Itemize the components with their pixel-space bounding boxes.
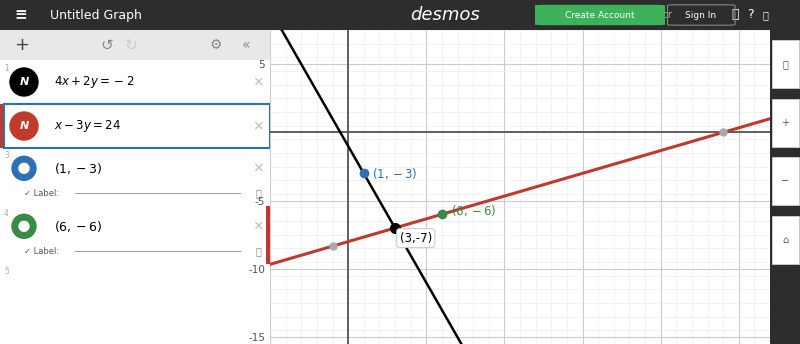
Text: −: − bbox=[781, 176, 789, 186]
Text: 5: 5 bbox=[4, 267, 9, 276]
Text: $(1,-3)$: $(1,-3)$ bbox=[54, 161, 102, 176]
Bar bbox=[0, 30, 270, 60]
Text: N: N bbox=[19, 121, 29, 131]
Text: ⎋: ⎋ bbox=[731, 9, 738, 21]
Text: ⌂: ⌂ bbox=[782, 235, 788, 245]
Text: +: + bbox=[781, 118, 789, 128]
Text: (3,-7): (3,-7) bbox=[400, 232, 432, 245]
Text: ×: × bbox=[252, 119, 264, 133]
Text: 2: 2 bbox=[7, 107, 12, 116]
Circle shape bbox=[12, 156, 36, 180]
Bar bbox=[770, 0, 800, 30]
Bar bbox=[0, 148, 270, 206]
Text: 4: 4 bbox=[4, 209, 9, 218]
Text: Untitled Graph: Untitled Graph bbox=[50, 9, 142, 21]
Bar bbox=[771, 99, 798, 147]
Bar bbox=[771, 157, 798, 205]
Bar bbox=[4, 104, 270, 148]
Text: «: « bbox=[242, 38, 250, 52]
Circle shape bbox=[19, 221, 29, 231]
Text: 1: 1 bbox=[4, 64, 9, 73]
Bar bbox=[771, 216, 798, 264]
Bar bbox=[0, 205, 270, 206]
Text: ≡: ≡ bbox=[14, 8, 26, 22]
Text: ?: ? bbox=[746, 9, 754, 21]
Text: +: + bbox=[14, 36, 29, 54]
Text: ×: × bbox=[252, 219, 264, 233]
Bar bbox=[771, 40, 798, 88]
Text: $(1,-3)$: $(1,-3)$ bbox=[371, 166, 417, 181]
Bar bbox=[0, 104, 270, 148]
Text: $(6,-6)$: $(6,-6)$ bbox=[451, 203, 497, 218]
Text: ×: × bbox=[252, 161, 264, 175]
Bar bbox=[0, 206, 270, 264]
Text: 🌐: 🌐 bbox=[762, 10, 768, 20]
Bar bbox=[266, 206, 270, 264]
Text: ✓ Label:: ✓ Label: bbox=[24, 247, 59, 256]
Text: $(6,-6)$: $(6,-6)$ bbox=[54, 219, 102, 234]
Text: desmos: desmos bbox=[410, 6, 480, 24]
Text: 3: 3 bbox=[4, 151, 9, 160]
Text: ⚙: ⚙ bbox=[210, 38, 222, 52]
FancyBboxPatch shape bbox=[535, 5, 665, 25]
Text: or: or bbox=[662, 10, 673, 20]
Text: $x - 3y = 24$: $x - 3y = 24$ bbox=[54, 118, 121, 134]
Circle shape bbox=[12, 214, 36, 238]
Text: ↺: ↺ bbox=[100, 37, 113, 53]
Bar bbox=[0, 254, 270, 344]
Text: ✓ Label:: ✓ Label: bbox=[24, 189, 59, 198]
Text: 🔧: 🔧 bbox=[255, 246, 261, 256]
Bar bbox=[0, 104, 5, 148]
Text: ×: × bbox=[252, 75, 264, 89]
Bar bbox=[0, 60, 270, 104]
Text: Create Account: Create Account bbox=[565, 11, 635, 20]
Text: Sign In: Sign In bbox=[686, 11, 717, 20]
Text: N: N bbox=[19, 77, 29, 87]
Circle shape bbox=[19, 163, 29, 173]
Text: ↻: ↻ bbox=[125, 37, 138, 53]
Text: $4x + 2y = -2$: $4x + 2y = -2$ bbox=[54, 74, 134, 90]
Text: 🔧: 🔧 bbox=[255, 188, 261, 198]
Text: 🔧: 🔧 bbox=[782, 60, 788, 69]
Bar bbox=[0, 0, 270, 30]
Circle shape bbox=[10, 68, 38, 96]
Circle shape bbox=[10, 112, 38, 140]
